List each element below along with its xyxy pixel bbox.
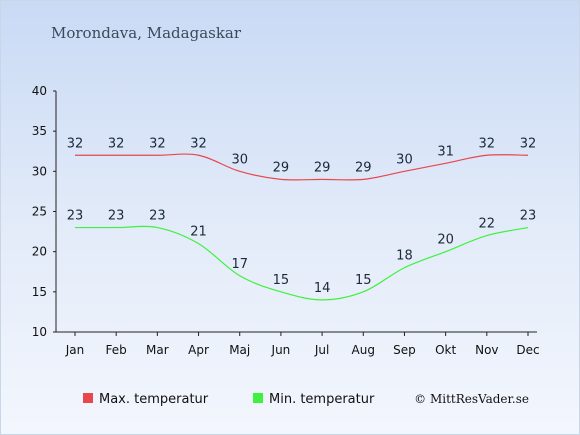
x-tick-label: Aug [352, 343, 375, 357]
data-label-min: 15 [355, 273, 372, 288]
data-labels: 32 32 32 32 30 29 29 29 30 31 32 32 23 23 23 21 17 15 14 15… [67, 136, 537, 296]
y-tick-label: 40 [32, 84, 47, 98]
data-label-min: 18 [396, 249, 413, 264]
data-label-min: 14 [314, 281, 331, 296]
data-label-min: 17 [231, 257, 248, 272]
data-label-min: 21 [190, 225, 207, 240]
data-label-max: 32 [520, 136, 537, 151]
data-label-min: 15 [273, 273, 290, 288]
data-label-max: 30 [396, 152, 413, 167]
chart-title: Morondava, Madagaskar [51, 24, 242, 42]
data-label-max: 32 [479, 136, 496, 151]
x-tick-label: Nov [475, 343, 498, 357]
data-label-max: 32 [190, 136, 207, 151]
y-tick-label: 10 [32, 325, 47, 339]
copyright-text: © MittResVader.se [414, 392, 529, 406]
data-label-min: 23 [149, 209, 166, 224]
x-tick-label: Maj [229, 343, 250, 357]
data-label-max: 32 [67, 136, 84, 151]
legend-swatch-min [253, 393, 263, 403]
data-label-max: 29 [273, 160, 290, 175]
x-tick-label: Mar [146, 343, 169, 357]
y-tick-label: 20 [32, 245, 47, 259]
legend-label-min: Min. temperatur [269, 392, 375, 407]
x-tick-label: Jun [271, 343, 291, 357]
y-tick-label: 30 [32, 164, 47, 178]
x-tick-label: Jan [65, 343, 85, 357]
y-tick-label: 15 [32, 285, 47, 299]
data-label-max: 30 [231, 152, 248, 167]
data-label-max: 31 [437, 144, 454, 159]
data-label-min: 22 [479, 217, 496, 232]
series-lines [75, 153, 529, 301]
y-tick-label: 25 [32, 205, 47, 219]
data-label-max: 29 [314, 160, 331, 175]
x-tick-label: Dec [516, 343, 539, 357]
legend-label-max: Max. temperatur [99, 392, 209, 407]
legend-swatch-max [83, 393, 93, 403]
data-label-max: 32 [108, 136, 125, 151]
x-tick-label: Sep [393, 343, 416, 357]
data-label-max: 32 [149, 136, 166, 151]
data-label-min: 20 [437, 233, 454, 248]
series-line-max [75, 153, 529, 181]
series-line-min [75, 225, 529, 301]
axes: 10 15 20 25 30 35 40 Jan Feb Mar Apr Maj Jun Jul Aug Se… [32, 84, 540, 357]
data-label-min: 23 [67, 209, 84, 224]
x-tick-label: Okt [435, 343, 456, 357]
legend: Max. temperatur Min. temperatur [83, 392, 375, 407]
data-label-min: 23 [108, 209, 125, 224]
data-label-min: 23 [520, 209, 537, 224]
y-tick-label: 35 [32, 124, 47, 138]
x-tick-label: Apr [188, 343, 209, 357]
data-label-max: 29 [355, 160, 372, 175]
x-tick-label: Jul [314, 343, 329, 357]
x-tick-label: Feb [106, 343, 127, 357]
